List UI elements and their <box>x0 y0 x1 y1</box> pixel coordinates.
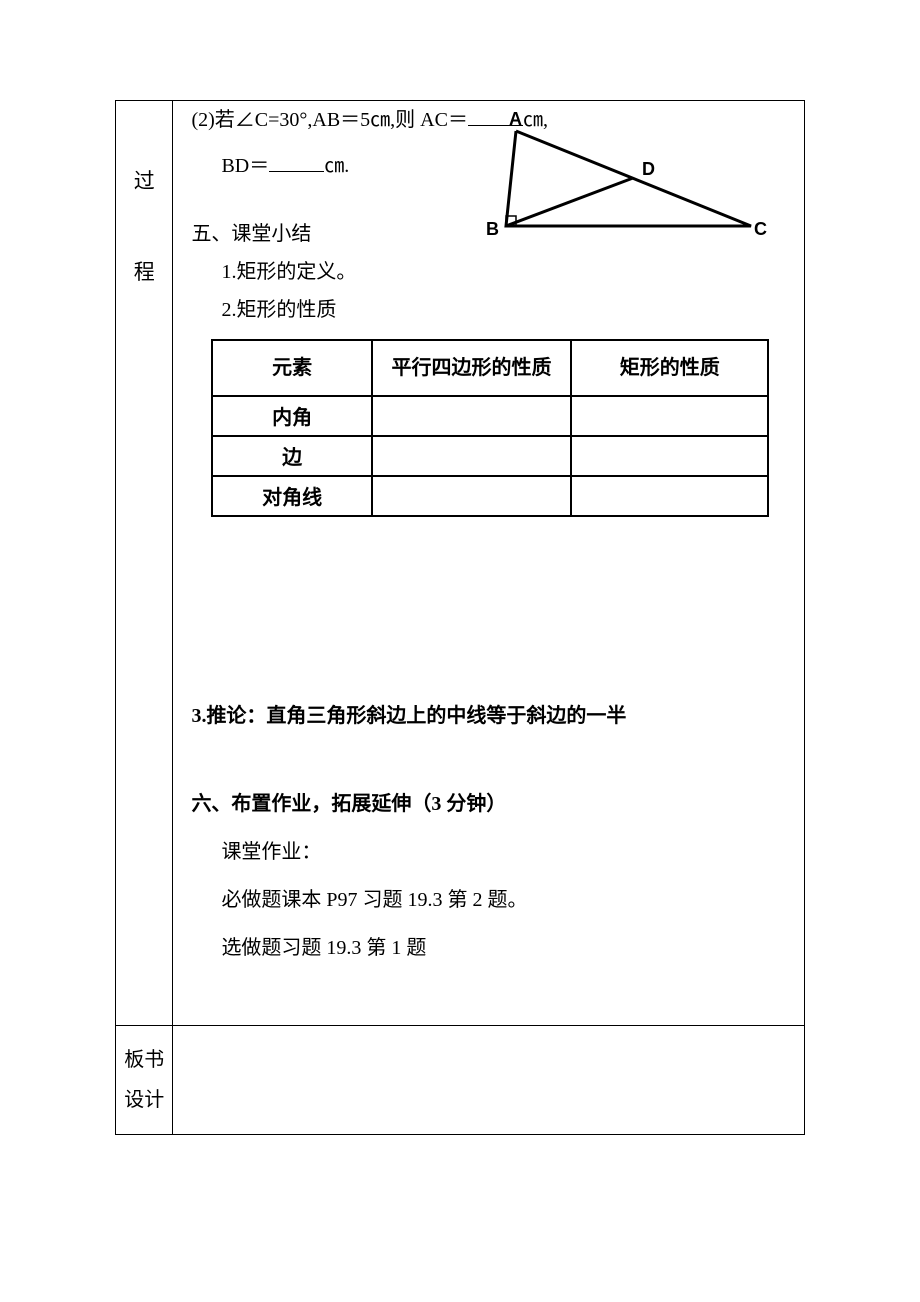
cell-bian-p <box>372 436 571 476</box>
q2-line2-prefix: BD＝ <box>221 155 269 177</box>
board-l1: 板书 <box>124 1049 164 1071</box>
hw-optional: 选做题习题 19.3 第 1 题 <box>191 929 786 967</box>
left-label-guo: 过 <box>116 171 172 192</box>
corollary: 3.推论：直角三角形斜边上的中线等于斜边的一半 <box>191 697 786 735</box>
cell-neijiao-r <box>571 396 768 436</box>
q2-prefix: (2)若∠C=30°,AB＝5㎝,则 AC＝ <box>191 109 468 131</box>
lesson-plan-table: 过 程 (2)若∠C=30°,AB＝5㎝,则 AC＝㎝, BD＝㎝. A B <box>115 100 805 1135</box>
row-bian: 边 <box>212 436 371 476</box>
q2-line2-suffix: ㎝. <box>324 155 349 177</box>
th-element: 元素 <box>212 340 371 396</box>
blank-bd <box>269 152 324 172</box>
board-design-cell <box>173 1026 805 1135</box>
question-2-block: (2)若∠C=30°,AB＝5㎝,则 AC＝㎝, BD＝㎝. A B C D <box>191 101 786 185</box>
hw-label: 课堂作业： <box>191 833 786 871</box>
board-l2: 设计 <box>124 1089 164 1111</box>
vertex-b: B <box>486 219 499 240</box>
row-duijiaoxian: 对角线 <box>212 476 371 516</box>
cell-bian-r <box>571 436 768 476</box>
th-rectangle: 矩形的性质 <box>571 340 768 396</box>
section6-title: 六、布置作业，拓展延伸（3 分钟） <box>191 785 786 823</box>
row-neijiao: 内角 <box>212 396 371 436</box>
left-label-cheng: 程 <box>116 262 172 283</box>
hw-required: 必做题课本 P97 习题 19.3 第 2 题。 <box>191 881 786 919</box>
vertex-a: A <box>509 109 522 130</box>
section5-item1: 1.矩形的定义。 <box>191 253 786 291</box>
vertex-c: C <box>754 219 767 240</box>
section5-item2: 2.矩形的性质 <box>191 291 786 329</box>
summary-table: 元素 平行四边形的性质 矩形的性质 内角 边 <box>211 339 769 517</box>
triangle-diagram: A B C D <box>466 111 776 241</box>
cell-djx-p <box>372 476 571 516</box>
median-bd <box>506 178 633 226</box>
cell-neijiao-p <box>372 396 571 436</box>
cell-djx-r <box>571 476 768 516</box>
vertex-d: D <box>642 159 655 180</box>
th-parallelogram: 平行四边形的性质 <box>372 340 571 396</box>
